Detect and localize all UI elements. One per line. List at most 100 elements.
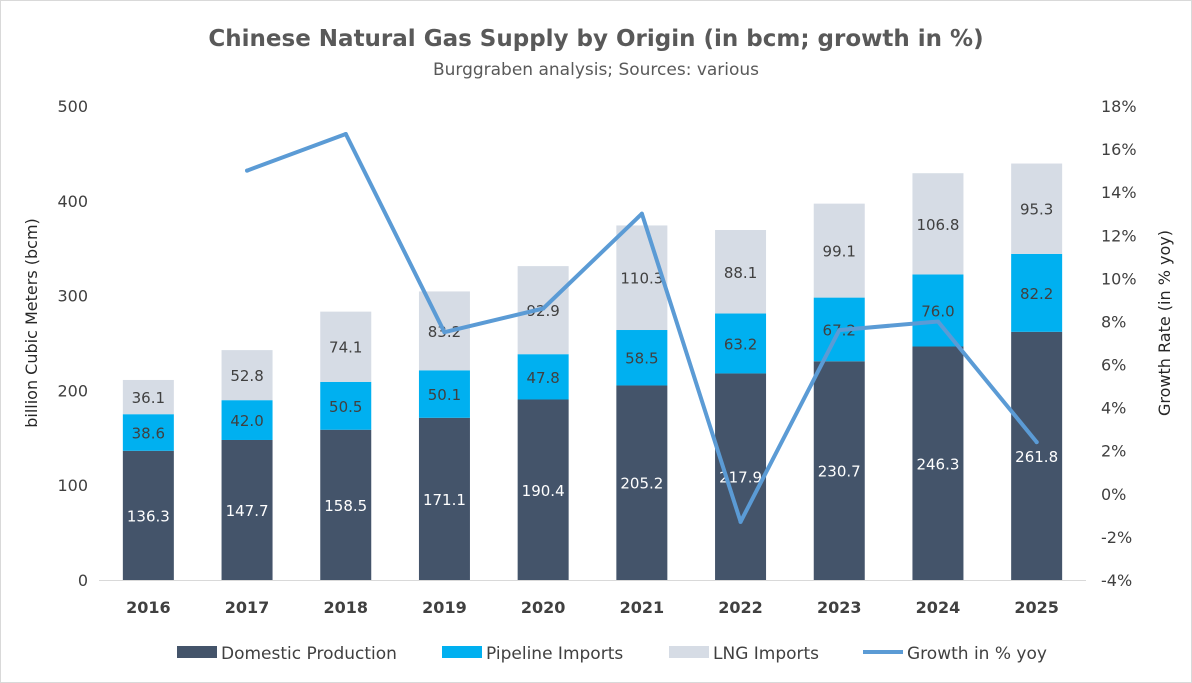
data-label: 246.3 xyxy=(916,455,959,473)
data-label: 99.1 xyxy=(823,243,856,261)
data-label: 36.1 xyxy=(132,389,165,407)
legend-label: Pipeline Imports xyxy=(486,644,623,664)
bar-segment xyxy=(912,274,964,347)
data-label: 92.9 xyxy=(526,302,559,320)
x-tick-label: 2022 xyxy=(718,598,763,617)
y-tick-label: 500 xyxy=(57,97,88,116)
legend-label: Domestic Production xyxy=(221,644,397,664)
bar-segment xyxy=(418,370,470,418)
bar-segment xyxy=(616,385,668,580)
y2-axis-title: Growth Rate (in % yoy) xyxy=(1155,230,1174,416)
bar-segment xyxy=(517,399,569,580)
chart-subtitle: Burggraben analysis; Sources: various xyxy=(433,60,759,80)
y-tick-label: 100 xyxy=(57,476,88,495)
growth-point xyxy=(639,211,644,216)
data-label: 47.8 xyxy=(526,369,559,387)
data-label: 147.7 xyxy=(226,502,269,520)
legend-label: LNG Imports xyxy=(713,644,819,664)
growth-point xyxy=(837,328,842,333)
data-label: 110.3 xyxy=(620,270,663,288)
bar-segment xyxy=(221,350,273,401)
x-tick-label: 2020 xyxy=(521,598,566,617)
x-tick-label: 2016 xyxy=(126,598,171,617)
growth-point xyxy=(738,519,743,524)
bar-segment xyxy=(715,229,767,314)
y2-tick-label: -2% xyxy=(1101,528,1132,547)
chart-title: Chinese Natural Gas Supply by Origin (in… xyxy=(208,26,983,52)
bar-segment xyxy=(715,313,767,374)
data-label: 95.3 xyxy=(1020,201,1053,219)
y2-tick-label: 10% xyxy=(1101,269,1137,288)
data-label: 106.8 xyxy=(916,216,959,234)
y-tick-label: 400 xyxy=(57,192,88,211)
growth-point xyxy=(442,330,447,335)
bar-segment xyxy=(320,429,372,580)
bar-segment xyxy=(122,414,174,451)
legend-label: Growth in % yoy xyxy=(907,644,1047,664)
bar-segment xyxy=(912,173,964,275)
data-label: 76.0 xyxy=(921,302,954,320)
y2-tick-label: 2% xyxy=(1101,442,1126,461)
y2-tick-label: 12% xyxy=(1101,226,1137,245)
data-label: 82.2 xyxy=(1020,285,1053,303)
data-label: 171.1 xyxy=(423,491,466,509)
bar-segment xyxy=(418,417,470,580)
x-tick-label: 2024 xyxy=(916,598,961,617)
y2-tick-label: 18% xyxy=(1101,97,1137,116)
bar-segment xyxy=(1011,253,1063,332)
growth-point xyxy=(541,306,546,311)
data-label: 261.8 xyxy=(1015,448,1058,466)
bar-segment xyxy=(122,450,174,580)
data-label: 42.0 xyxy=(230,412,263,430)
y-tick-label: 300 xyxy=(57,287,88,306)
data-label: 88.1 xyxy=(724,264,757,282)
data-label: 230.7 xyxy=(818,463,861,481)
growth-point xyxy=(935,319,940,324)
bar-segment xyxy=(122,379,174,415)
data-label: 52.8 xyxy=(230,367,263,385)
bar-segment xyxy=(616,225,668,331)
bar-segment xyxy=(1011,163,1063,254)
data-label: 63.2 xyxy=(724,335,757,353)
legend-swatch xyxy=(177,646,217,658)
growth-point xyxy=(343,132,348,137)
y2-tick-label: 4% xyxy=(1101,399,1126,418)
bar-segment xyxy=(715,373,767,580)
y-tick-label: 0 xyxy=(78,571,88,590)
bar-segment xyxy=(912,346,964,580)
y-tick-label: 200 xyxy=(57,381,88,400)
x-tick-label: 2018 xyxy=(323,598,368,617)
legend-swatch xyxy=(669,646,709,658)
bar-segment xyxy=(517,354,569,400)
x-tick-label: 2023 xyxy=(817,598,862,617)
bar-segment xyxy=(320,311,372,382)
x-tick-label: 2019 xyxy=(422,598,467,617)
data-label: 58.5 xyxy=(625,350,658,368)
data-label: 136.3 xyxy=(127,507,170,525)
y2-tick-label: 6% xyxy=(1101,356,1126,375)
x-tick-label: 2021 xyxy=(620,598,665,617)
data-label: 50.1 xyxy=(428,386,461,404)
bar-segment xyxy=(813,361,865,580)
growth-point xyxy=(245,168,250,173)
growth-point xyxy=(1034,440,1039,445)
y2-tick-label: 16% xyxy=(1101,140,1137,159)
data-label: 38.6 xyxy=(132,424,165,442)
x-tick-label: 2025 xyxy=(1014,598,1059,617)
y-axis-title: billion Cubic Meters (bcm) xyxy=(22,218,41,428)
bar-segment xyxy=(1011,331,1063,580)
bar-segment xyxy=(320,381,372,430)
data-label: 158.5 xyxy=(324,497,367,515)
data-label: 190.4 xyxy=(522,482,565,500)
y2-tick-label: -4% xyxy=(1101,571,1132,590)
data-label: 50.5 xyxy=(329,398,362,416)
bar-segment xyxy=(813,203,865,298)
legend-swatch xyxy=(442,646,482,658)
bar-segment xyxy=(221,439,273,580)
x-tick-label: 2017 xyxy=(225,598,270,617)
bar-segment xyxy=(221,400,273,440)
data-label: 74.1 xyxy=(329,339,362,357)
y2-tick-label: 0% xyxy=(1101,485,1126,504)
